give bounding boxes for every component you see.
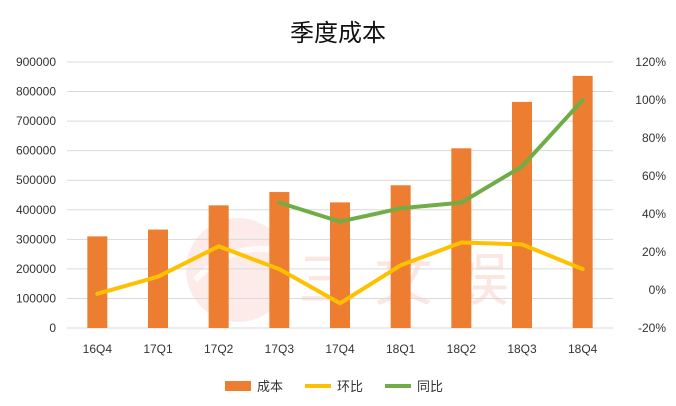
x-tick-label: 18Q3 bbox=[507, 342, 537, 356]
bar bbox=[148, 229, 168, 328]
x-tick-label: 17Q1 bbox=[143, 342, 173, 356]
x-tick-label: 18Q1 bbox=[386, 342, 416, 356]
x-tick-label: 16Q4 bbox=[83, 342, 113, 356]
y-left-tick-label: 300000 bbox=[16, 232, 56, 246]
axes: 0 100000 200000 300000 400000 500000 600000 700… bbox=[16, 55, 666, 356]
x-tick-label: 18Q2 bbox=[447, 342, 477, 356]
y-left-tick-label: 800000 bbox=[16, 85, 56, 99]
y-right-tick-label: -20% bbox=[638, 321, 666, 335]
x-tick-label: 18Q4 bbox=[568, 342, 598, 356]
legend-label: 环比 bbox=[337, 380, 363, 395]
chart-title: 季度成本 bbox=[290, 19, 386, 47]
legend-label: 成本 bbox=[257, 380, 283, 395]
y-right-tick-label: 120% bbox=[635, 55, 666, 69]
bar bbox=[269, 192, 290, 328]
y-right-tick-label: 80% bbox=[642, 131, 666, 145]
bar bbox=[208, 205, 229, 328]
legend: 成本 环比 同比 bbox=[225, 380, 443, 395]
x-tick-label: 17Q2 bbox=[204, 342, 234, 356]
bar bbox=[87, 236, 108, 328]
legend-swatch bbox=[225, 381, 251, 391]
y-left-tick-label: 700000 bbox=[16, 114, 56, 128]
bar bbox=[451, 148, 472, 328]
legend-label: 同比 bbox=[417, 380, 443, 395]
bar bbox=[572, 75, 593, 328]
bar bbox=[330, 202, 350, 328]
y-right-tick-label: 20% bbox=[642, 245, 666, 259]
bar-series bbox=[87, 75, 593, 329]
x-tick-label: 17Q4 bbox=[325, 342, 355, 356]
series-line bbox=[277, 98, 585, 224]
y-right-tick-label: 0% bbox=[649, 283, 667, 297]
bar bbox=[390, 185, 411, 328]
y-right-tick-label: 100% bbox=[635, 93, 666, 107]
y-right-tick-label: 40% bbox=[642, 207, 666, 221]
series-line bbox=[95, 240, 585, 306]
y-left-tick-label: 100000 bbox=[16, 291, 56, 305]
y-left-tick-label: 500000 bbox=[16, 173, 56, 187]
y-left-tick-label: 0 bbox=[49, 321, 56, 335]
y-left-tick-label: 200000 bbox=[16, 262, 56, 276]
x-tick-label: 17Q3 bbox=[265, 342, 295, 356]
y-left-tick-label: 400000 bbox=[16, 203, 56, 217]
y-left-tick-label: 900000 bbox=[16, 55, 56, 69]
y-right-tick-label: 60% bbox=[642, 169, 666, 183]
y-left-tick-label: 600000 bbox=[16, 144, 56, 158]
bar bbox=[512, 101, 532, 329]
line-series bbox=[95, 98, 585, 306]
